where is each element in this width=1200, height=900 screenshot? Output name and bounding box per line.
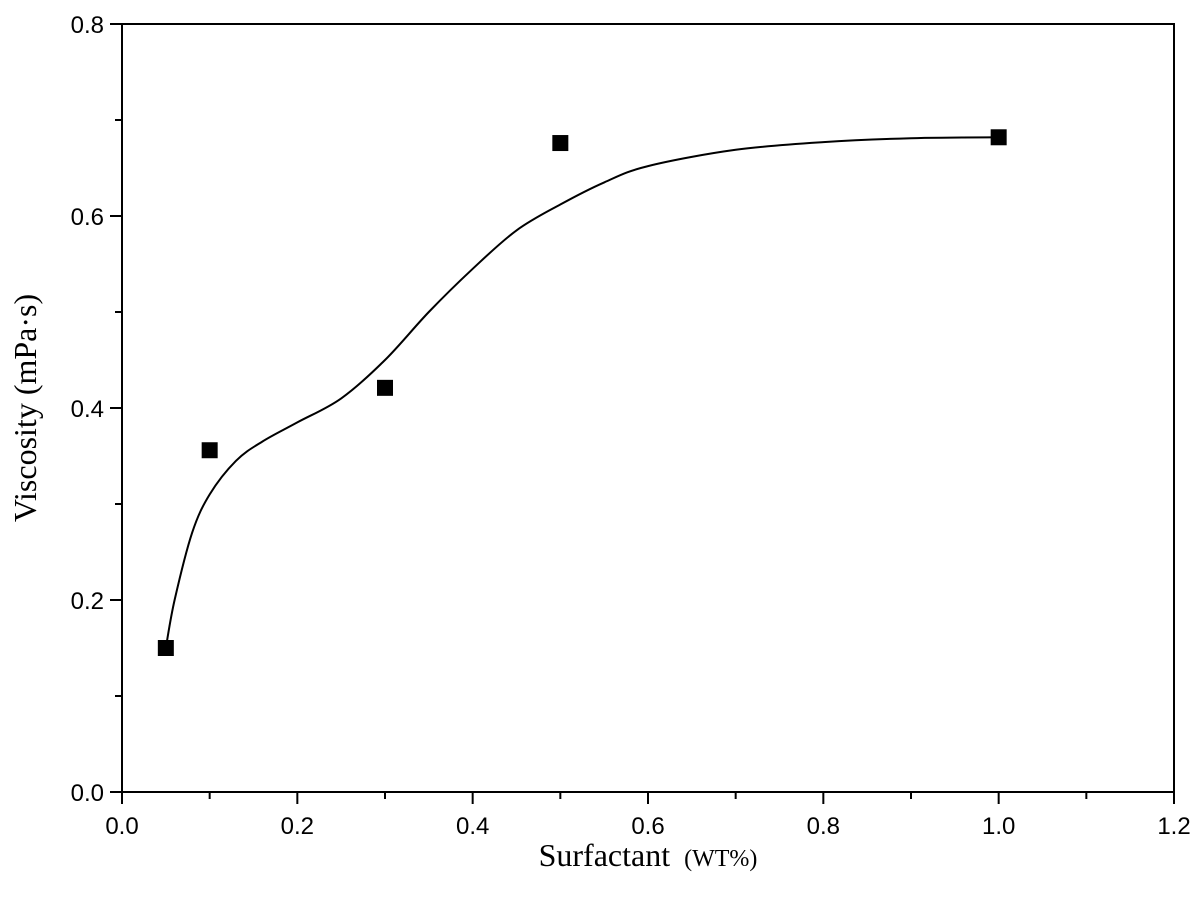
y-tick-label: 0.4 [71,396,104,423]
tick-labels: 0.0 0.2 0.4 0.6 0.8 1.0 1.2 0.0 0.2 0.4 0.6 0.8 [71,12,1191,840]
y-tick-label: 0.0 [71,780,104,807]
x-tick-label: 0.8 [807,813,840,840]
y-axis-title: Viscosity (mPa·s) [7,294,43,522]
data-point [990,129,1007,146]
x-axis-title-unit: (WT%) [684,846,757,872]
x-axis-title-main: Surfactant [539,837,671,873]
x-axis-title: Surfactant (WT%) [539,837,758,873]
data-point [201,442,218,459]
data-markers [157,129,1007,656]
y-tick-label: 0.2 [71,588,104,615]
x-tick-label: 0.0 [105,813,138,840]
data-point [552,135,569,152]
x-tick-label: 1.2 [1157,813,1190,840]
y-tick-label: 0.6 [71,204,104,231]
x-tick-label: 0.6 [631,813,664,840]
fit-curve [164,136,999,649]
data-point [377,379,393,396]
x-tick-label: 0.4 [456,813,489,840]
plot-frame [121,23,1175,793]
x-tick-label: 1.0 [982,813,1015,840]
axis-ticks [110,23,1175,804]
y-tick-label: 0.8 [71,12,104,39]
data-point [157,640,174,656]
x-tick-label: 0.2 [281,813,314,840]
